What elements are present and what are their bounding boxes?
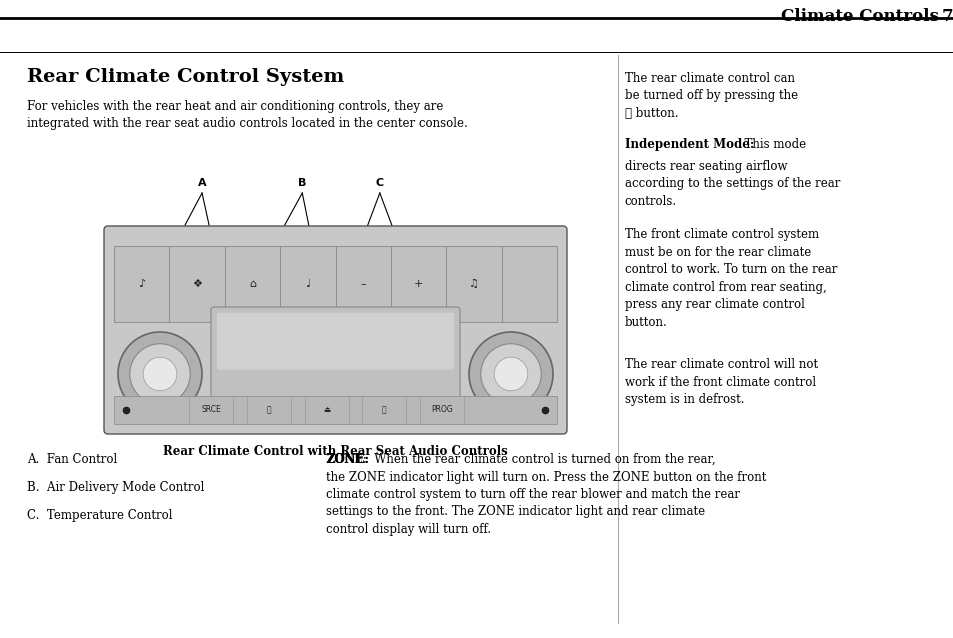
Bar	[501, 246, 557, 322]
Circle shape	[118, 332, 202, 416]
Text: 7-5: 7-5	[941, 8, 953, 25]
Text: SRCE: SRCE	[201, 406, 221, 415]
Text: ♫: ♫	[469, 279, 478, 289]
FancyBboxPatch shape	[216, 313, 454, 369]
Bar	[113, 246, 557, 322]
Text: C.  Temperature Control: C. Temperature Control	[27, 509, 172, 522]
Text: ZONE:: ZONE:	[326, 453, 369, 466]
Text: +: +	[414, 279, 423, 289]
FancyBboxPatch shape	[104, 226, 566, 434]
Circle shape	[130, 344, 190, 404]
Circle shape	[494, 357, 527, 391]
Text: ⌂: ⌂	[249, 279, 255, 289]
Text: B.  Air Delivery Mode Control: B. Air Delivery Mode Control	[27, 481, 204, 494]
Text: ZONE:: ZONE:	[326, 453, 369, 466]
Text: A: A	[197, 178, 206, 188]
Text: Rear Climate Control System: Rear Climate Control System	[27, 68, 344, 86]
Text: ♩: ♩	[305, 279, 310, 289]
Text: For vehicles with the rear heat and air conditioning controls, they are
integrat: For vehicles with the rear heat and air …	[27, 100, 467, 131]
Bar	[170, 246, 225, 322]
Circle shape	[480, 344, 540, 404]
Text: directs rear seating airflow
according to the settings of the rear
controls.: directs rear seating airflow according t…	[624, 160, 840, 208]
Text: C: C	[375, 178, 383, 188]
Text: Climate Controls: Climate Controls	[781, 8, 938, 25]
Bar	[225, 246, 280, 322]
Text: ⏮: ⏮	[267, 406, 271, 415]
Text: This mode: This mode	[736, 138, 805, 151]
Text: ⏏: ⏏	[323, 406, 330, 415]
Text: The rear climate control will not
work if the front climate control
system is in: The rear climate control will not work i…	[624, 358, 817, 406]
Text: The front climate control system
must be on for the rear climate
control to work: The front climate control system must be…	[624, 228, 837, 329]
Text: ❖: ❖	[192, 279, 202, 289]
Text: Rear Climate Control with Rear Seat Audio Controls: Rear Climate Control with Rear Seat Audi…	[163, 445, 507, 458]
Circle shape	[469, 332, 553, 416]
FancyBboxPatch shape	[211, 307, 459, 409]
Bar	[391, 246, 446, 322]
Text: Independent Mode:: Independent Mode:	[624, 138, 753, 151]
Text: ZONE:  When the rear climate control is turned on from the rear,
the ZONE indica: ZONE: When the rear climate control is t…	[326, 453, 766, 536]
Text: –: –	[360, 279, 366, 289]
Bar	[113, 246, 170, 322]
Bar	[113, 396, 557, 424]
Bar	[446, 246, 501, 322]
Circle shape	[143, 357, 176, 391]
Text: B: B	[297, 178, 306, 188]
Text: ♪: ♪	[138, 279, 145, 289]
Text: The rear climate control can
be turned off by pressing the
⛏ button.: The rear climate control can be turned o…	[624, 72, 797, 120]
Bar	[335, 246, 391, 322]
Text: A.  Fan Control: A. Fan Control	[27, 453, 117, 466]
Text: PROG: PROG	[431, 406, 453, 415]
Bar	[280, 246, 335, 322]
Text: ⏭: ⏭	[381, 406, 386, 415]
